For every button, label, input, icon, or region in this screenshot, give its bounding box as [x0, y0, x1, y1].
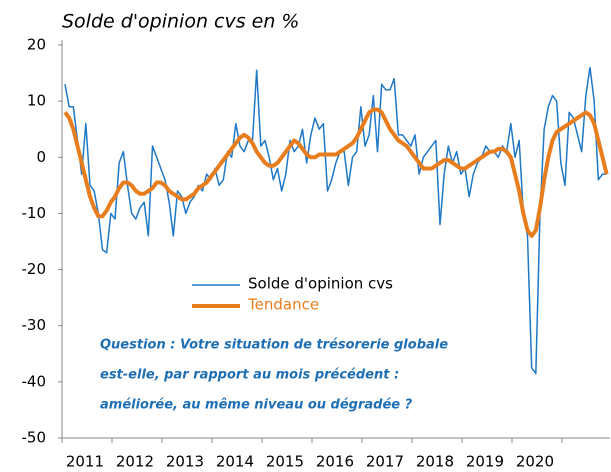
series-line — [64, 66, 607, 375]
y-tick-label: 0 — [36, 148, 46, 166]
chart-title: Solde d'opinion cvs en % — [62, 11, 299, 33]
series-line — [63, 107, 609, 238]
x-tick-label: 2015 — [266, 453, 304, 471]
y-tick-label: 20 — [27, 36, 46, 54]
y-tick-label: -10 — [22, 204, 47, 222]
x-tick-label: 2016 — [316, 453, 354, 471]
x-tick-label: 2014 — [216, 453, 254, 471]
annotation: Question : Votre situation de trésorerie… — [100, 338, 448, 353]
x-tick-label: 2019 — [466, 453, 504, 471]
x-tick-label: 2011 — [66, 453, 104, 471]
y-tick-label: -50 — [22, 429, 47, 447]
legend-label: Tendance — [247, 296, 319, 314]
x-tick-label: 2012 — [116, 453, 154, 471]
y-tick-label: -30 — [22, 316, 47, 334]
legend-box — [188, 268, 440, 320]
annotation: améliorée, au même niveau ou dégradée ? — [100, 398, 413, 413]
annotation: est-elle, par rapport au mois précédent … — [100, 368, 399, 383]
plot-area: -50 -40 -30 -20 -10 0 10 20 2011 2012 2013 2014 2015… — [22, 36, 610, 471]
y-tick-label: -20 — [22, 260, 47, 278]
x-tick-label: 2017 — [366, 453, 404, 471]
y-tick-label: -40 — [22, 372, 47, 390]
legend-label: Solde d'opinion cvs — [248, 275, 393, 293]
x-tick-label: 2020 — [516, 453, 554, 471]
y-tick-label: 10 — [27, 92, 46, 110]
x-tick-label: 2018 — [416, 453, 454, 471]
x-tick-label: 2013 — [166, 453, 204, 471]
